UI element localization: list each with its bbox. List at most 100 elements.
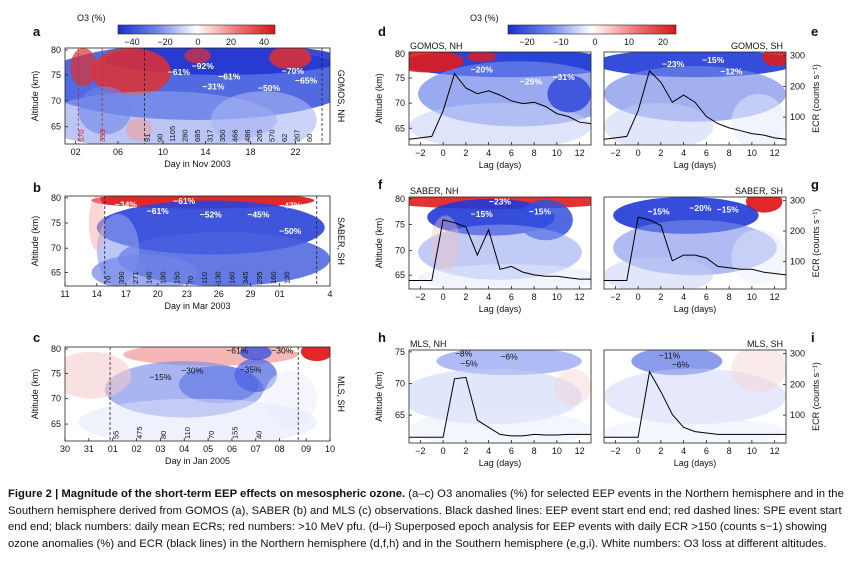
- x-tick-label: 0: [441, 148, 446, 158]
- panel-letter: i: [811, 330, 815, 345]
- loss-label: −6%: [500, 351, 518, 361]
- y-tick-label: 65: [51, 122, 61, 132]
- y-axis-label: ECR (counts s⁻¹): [811, 209, 821, 278]
- panel-title: SABER, NH: [410, 186, 459, 196]
- ecr-number: 466: [230, 129, 239, 142]
- loss-label: −61%: [168, 67, 190, 77]
- x-tick-label: 2: [658, 446, 663, 456]
- ecr-number: 390: [117, 271, 126, 284]
- x-tick-label: 06: [227, 444, 237, 454]
- x-axis-label: Day in Mar 2003: [164, 301, 230, 311]
- y-tick-label: 80: [51, 193, 61, 203]
- y-tick-label: 100: [790, 112, 805, 122]
- panel-d-anomaly-field: [409, 52, 591, 145]
- x-tick-label: 0: [441, 446, 446, 456]
- y-tick-label: 75: [395, 73, 405, 83]
- anomaly-patch: [604, 368, 786, 425]
- y-axis-label: Altitude (km): [30, 71, 40, 122]
- loss-label: −61%: [226, 346, 248, 356]
- ecr-number: 70: [207, 431, 216, 439]
- anomaly-patch: [467, 52, 497, 63]
- loss-label: −31%: [553, 72, 575, 82]
- anomaly-patch: [409, 52, 464, 73]
- anomaly-patch: [65, 351, 132, 399]
- x-tick-label: 14: [200, 147, 210, 157]
- x-tick-label: 12: [770, 292, 780, 302]
- anomaly-patch: [554, 368, 591, 406]
- x-tick-label: 6: [704, 148, 709, 158]
- x-tick-label: 4: [681, 292, 686, 302]
- colorbar-right-tick: 0: [592, 37, 597, 47]
- ecr-line: [604, 216, 787, 281]
- loss-label: −45%: [247, 210, 269, 220]
- x-axis-label: Lag (days): [674, 458, 717, 468]
- x-tick-label: 0: [636, 148, 641, 158]
- x-axis-label: Lag (days): [479, 160, 522, 170]
- colorbar-left-tick: −40: [124, 37, 139, 47]
- anomaly-patch: [239, 347, 272, 361]
- y-axis-label: ECR (counts s⁻¹): [811, 362, 821, 431]
- ecr-number: 353: [98, 129, 107, 142]
- x-tick-label: 02: [71, 147, 81, 157]
- panel-title: MLS, NH: [410, 339, 447, 349]
- anomaly-patch: [91, 48, 171, 96]
- colorbar-left: O3 (%) −40 −20 0 20 40: [77, 13, 276, 47]
- x-tick-label: 04: [179, 444, 189, 454]
- ecr-line: [603, 69, 787, 140]
- panel-letter: h: [378, 330, 386, 345]
- panel-b-anomaly-field: [88, 196, 330, 286]
- y-tick-label: 70: [51, 394, 61, 404]
- y-tick-label: 200: [790, 81, 805, 91]
- y-tick-label: 300: [790, 349, 805, 359]
- x-axis-label: Lag (days): [479, 458, 522, 468]
- ecr-number: 60: [305, 134, 314, 142]
- panel-b-frame: [64, 195, 331, 287]
- ecr-number: 190: [159, 271, 168, 284]
- colorbar-left-tick: 0: [195, 37, 200, 47]
- loss-label: −34%: [115, 200, 137, 210]
- x-tick-label: 6: [509, 446, 514, 456]
- loss-label: −31%: [202, 81, 224, 91]
- x-tick-label: 23: [182, 289, 192, 299]
- y-tick-label: 300: [790, 196, 805, 206]
- y-tick-label: 200: [790, 379, 805, 389]
- y-axis-label: Altitude (km): [30, 369, 40, 420]
- x-tick-label: 18: [245, 147, 255, 157]
- panel-title: MLS, SH: [747, 339, 783, 349]
- panel-letter: a: [33, 24, 41, 39]
- y-tick-label: 70: [51, 96, 61, 106]
- x-tick-label: 03: [155, 444, 165, 454]
- loss-label: −8%: [455, 349, 473, 359]
- ecr-number: 160: [269, 271, 278, 284]
- x-tick-label: 01: [108, 444, 118, 454]
- x-tick-label: −2: [415, 446, 425, 456]
- x-tick-label: 4: [486, 446, 491, 456]
- loss-label: −61%: [173, 196, 195, 206]
- x-tick-label: 4: [681, 446, 686, 456]
- panel-h-frame: [408, 349, 592, 444]
- x-tick-label: 2: [463, 148, 468, 158]
- anomaly-patch: [604, 103, 714, 145]
- x-tick-label: 06: [113, 147, 123, 157]
- loss-label: −50%: [279, 226, 301, 236]
- loss-label: −47%: [279, 201, 301, 211]
- panel-title: MLS, SH: [336, 376, 346, 412]
- ecr-number: 40: [254, 431, 263, 439]
- colorbar-left-tick: −20: [157, 37, 172, 47]
- loss-label: −11%: [659, 350, 681, 360]
- colorbar-left-gradient: [117, 24, 276, 35]
- x-tick-label: 12: [575, 292, 585, 302]
- x-tick-label: 0: [636, 446, 641, 456]
- y-tick-label: 200: [790, 226, 805, 236]
- panel-title: SABER, SH: [735, 186, 783, 196]
- x-tick-label: −2: [415, 148, 425, 158]
- colorbar-left-tick: 40: [259, 37, 269, 47]
- x-tick-label: 17: [121, 289, 131, 299]
- x-tick-label: 6: [509, 292, 514, 302]
- x-axis-label: Day in Jan 2005: [165, 456, 230, 466]
- panel-title: GOMOS, NH: [336, 70, 346, 123]
- anomaly-patch: [631, 350, 723, 376]
- x-tick-label: 10: [158, 147, 168, 157]
- anomaly-patch: [88, 196, 105, 250]
- loss-label: −5%: [460, 359, 478, 369]
